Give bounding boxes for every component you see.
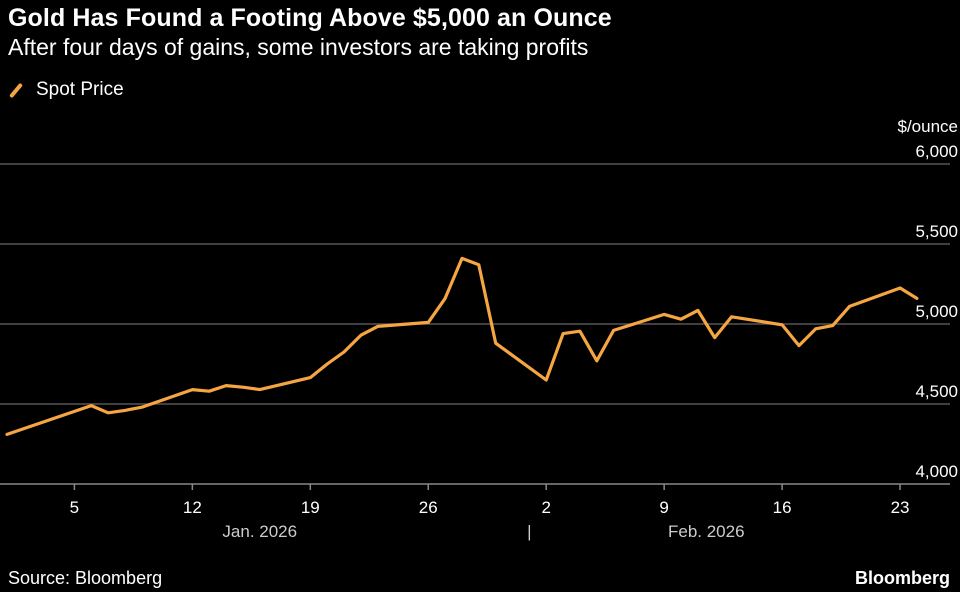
y-tick-label: 4,000	[915, 462, 958, 481]
legend: Spot Price	[8, 79, 124, 101]
x-tick-label: 5	[70, 498, 79, 517]
source-note: Source: Bloomberg	[8, 568, 163, 588]
chart-subtitle: After four days of gains, some investors…	[8, 34, 589, 60]
x-tick-label: 26	[419, 498, 438, 517]
series-line-spot-price	[5, 256, 919, 436]
y-tick-label: 4,500	[915, 382, 958, 401]
x-month-label: Jan. 2026	[222, 522, 297, 541]
x-tick-label: 12	[183, 498, 202, 517]
y-tick-label: 5,500	[915, 222, 958, 241]
x-tick-label: 16	[773, 498, 792, 517]
x-month-label: Feb. 2026	[668, 522, 745, 541]
legend-label-spot-price: Spot Price	[36, 79, 124, 100]
x-tick-label: 23	[891, 498, 910, 517]
x-month-separator: |	[527, 522, 531, 541]
chart-title: Gold Has Found a Footing Above $5,000 an…	[8, 4, 612, 32]
y-tick-label: 5,000	[915, 302, 958, 321]
bloomberg-logo: Bloomberg	[854, 568, 950, 588]
x-tick-label: 19	[301, 498, 320, 517]
y-tick-label: 6,000	[915, 142, 958, 161]
x-tick-label: 9	[659, 498, 668, 517]
y-axis-unit-label: $/ounce	[898, 117, 959, 136]
x-tick-label: 2	[541, 498, 550, 517]
